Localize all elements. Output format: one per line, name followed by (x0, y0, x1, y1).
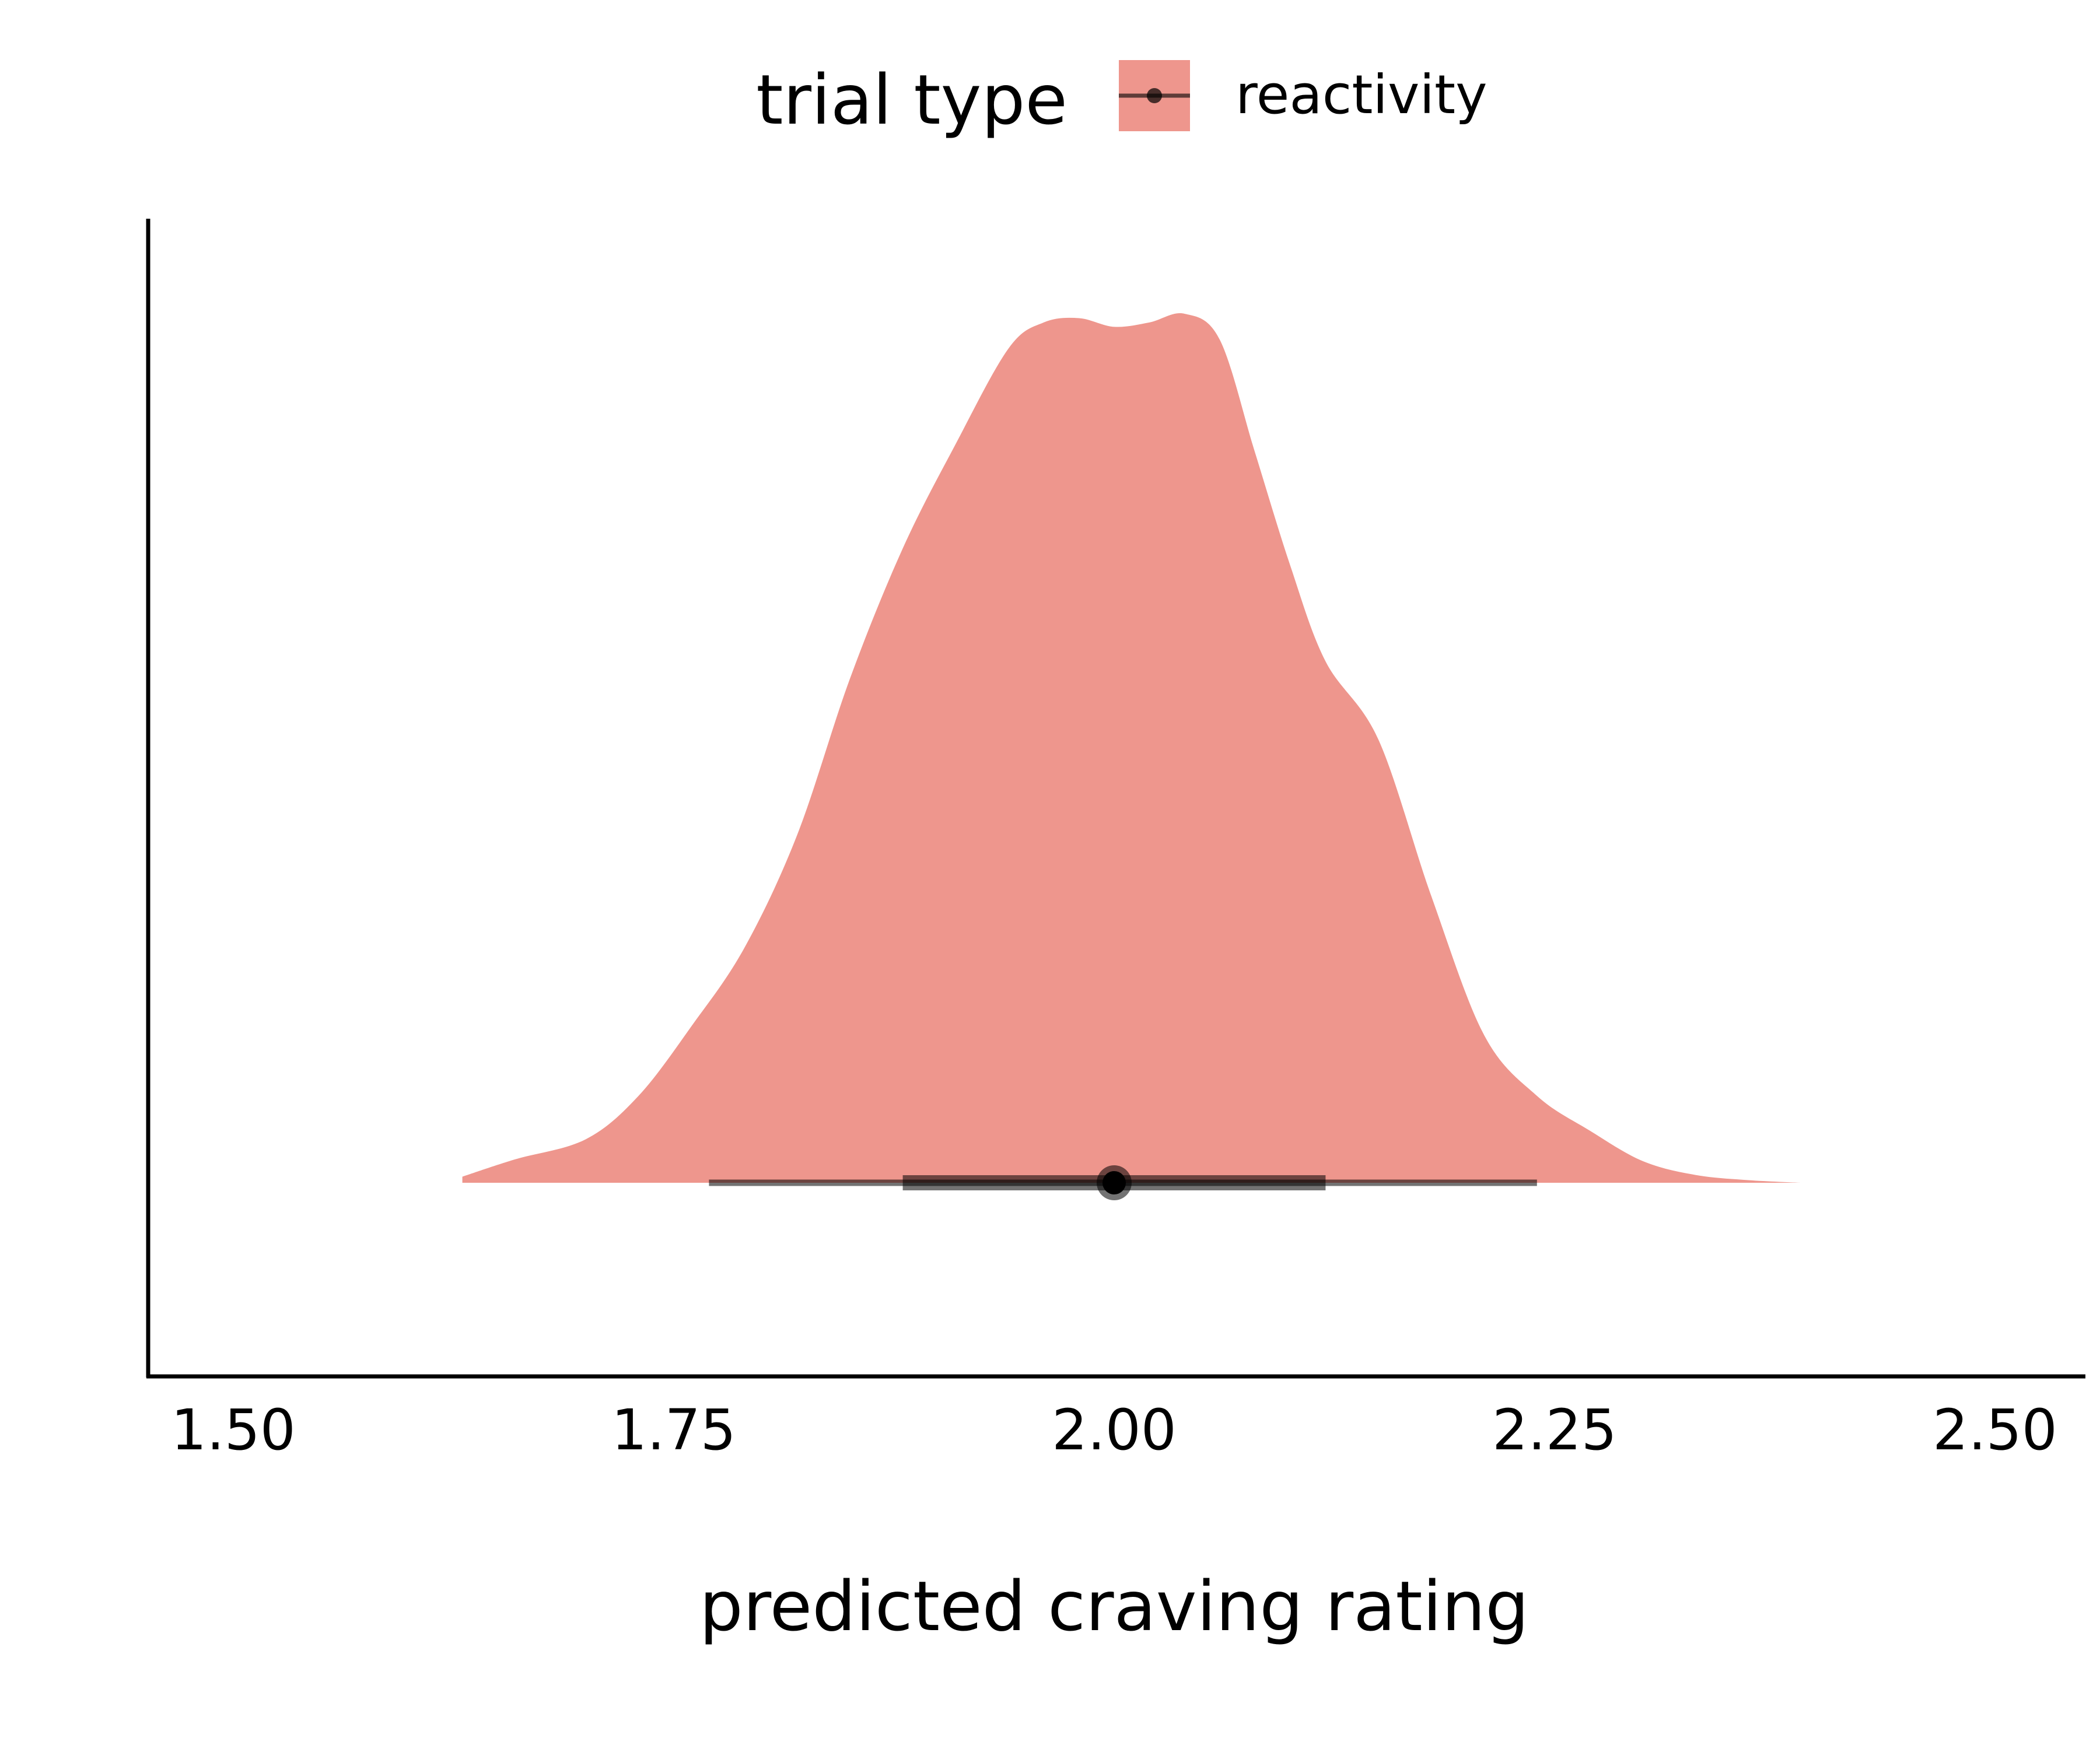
x-tick-label: 2.25 (1492, 1397, 1617, 1463)
x-tick-label: 2.00 (1052, 1397, 1177, 1463)
legend-title: trial type (756, 59, 1068, 140)
x-tick-label: 1.75 (611, 1397, 736, 1463)
legend: trial type reactivity (756, 59, 1487, 140)
x-tick-label: 1.50 (171, 1397, 296, 1463)
legend-key-point (1147, 88, 1162, 103)
density-area (462, 313, 1801, 1183)
plot-area (462, 313, 1801, 1200)
median-point (1102, 1171, 1126, 1194)
x-axis-title: predicted craving rating (699, 1566, 1529, 1646)
x-axis: 1.50 1.75 2.00 2.25 2.50 (146, 219, 2085, 1463)
x-tick-label: 2.50 (1933, 1397, 2057, 1463)
legend-label: reactivity (1236, 64, 1488, 126)
